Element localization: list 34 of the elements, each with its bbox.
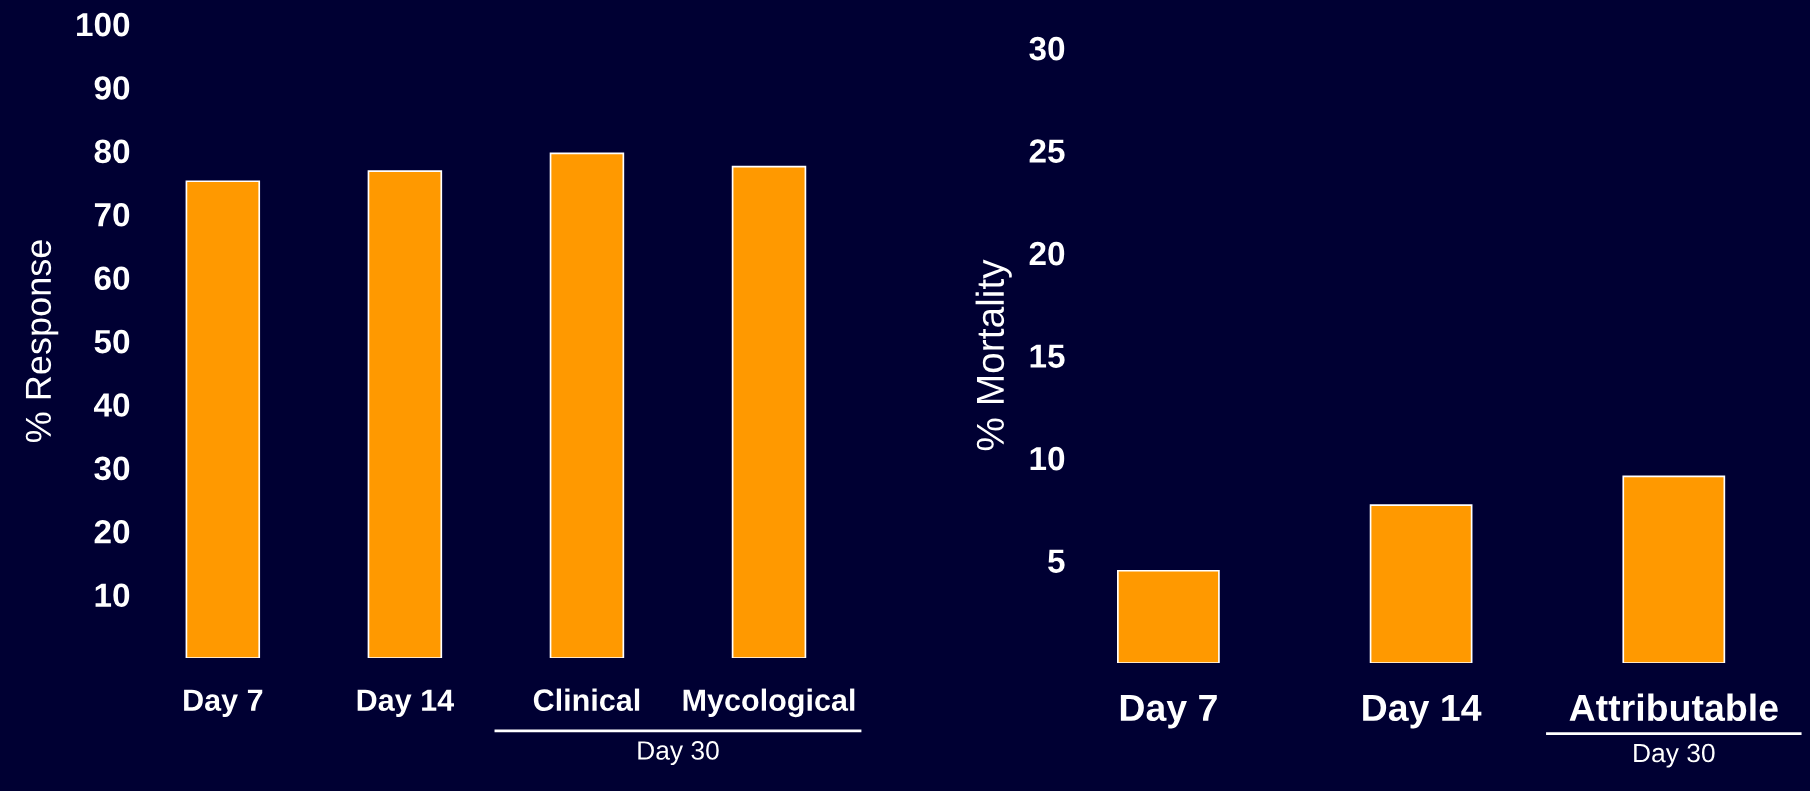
y-tick-label: 100 <box>77 12 130 37</box>
bar <box>367 170 443 658</box>
y-tick-label: 15 <box>1030 344 1065 368</box>
y-tick-label: 40 <box>93 393 130 417</box>
x-tick-label: Day 14 <box>1363 694 1482 729</box>
y-tick-label: 30 <box>1029 36 1065 61</box>
y-tick-label: 50 <box>94 329 130 354</box>
y-tick-label: 10 <box>1030 446 1065 471</box>
y-tick-label: 80 <box>94 139 130 164</box>
x-tick-label: Day 7 <box>184 689 263 718</box>
y-tick-label: 90 <box>94 76 130 100</box>
text: Day 30 <box>638 741 719 766</box>
x-tick-label: Day 14 <box>357 689 454 718</box>
y-tick-label: 20 <box>1029 241 1065 266</box>
y-tick-label: 5 <box>1048 549 1065 573</box>
x-tick-label: Clinical <box>533 688 640 711</box>
bar <box>185 180 261 658</box>
y-tick-label: 30 <box>94 456 130 481</box>
y-tick-label: 10 <box>95 583 130 608</box>
bar <box>731 165 807 658</box>
bar <box>549 152 625 658</box>
y-axis-title: % Mortality <box>975 259 1012 451</box>
text: Day 30 <box>1634 743 1715 768</box>
bar <box>1117 569 1220 663</box>
bar <box>1369 504 1473 663</box>
y-tick-label: 25 <box>1029 139 1065 163</box>
x-tick-label: Day 7 <box>1120 694 1217 729</box>
x-tick-label: Attributable <box>1569 693 1778 722</box>
y-tick-label: 60 <box>94 266 130 291</box>
bar <box>1622 475 1726 663</box>
x-tick-label: Mycological <box>683 688 855 718</box>
y-axis-title: % Response <box>25 240 59 443</box>
y-tick-label: 70 <box>94 203 130 227</box>
y-tick-label: 20 <box>94 520 130 544</box>
